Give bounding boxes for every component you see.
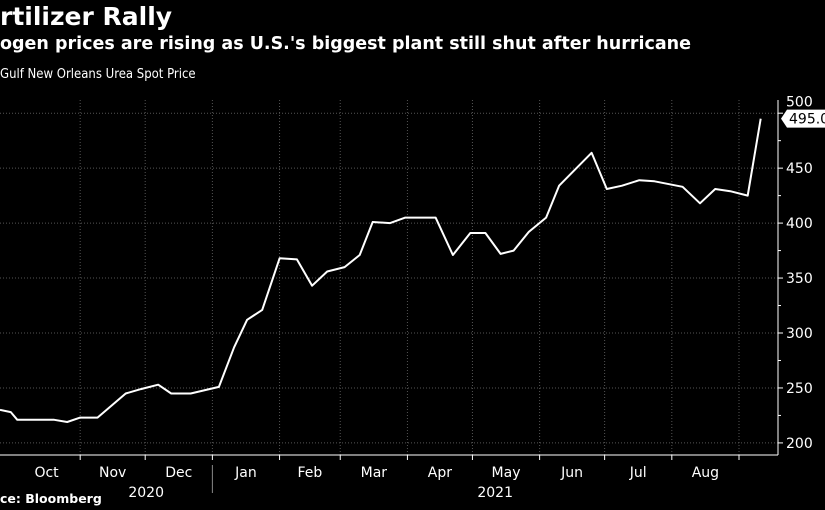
y-tick-label: 400 [786,216,813,232]
y-tick-label: 350 [786,271,813,287]
price-line [0,118,762,423]
y-tick-label: 300 [786,326,813,342]
y-tick-label: 200 [786,436,813,452]
x-tick-label: Feb [298,465,323,481]
last-value-label: 495.0 [789,112,825,128]
x-tick-label: Apr [428,465,452,481]
x-tick-label: May [492,465,521,481]
legend-entry: Gulf New Orleans Urea Spot Price [0,67,196,82]
source-note: ce: Bloomberg [0,491,102,506]
x-tick-label: Mar [361,465,388,481]
chart-title: rtilizer Rally [0,2,173,31]
last-value-badge [781,109,825,128]
x-tick-label: Dec [165,465,192,481]
chart-subtitle: ogen prices are rising as U.S.'s biggest… [0,34,691,54]
y-tick-label: 450 [786,161,813,177]
x-tick-label: Jan [234,465,257,481]
x-tick-label: Aug [692,465,719,481]
x-tick-label: Nov [99,465,126,481]
year-label: 2021 [477,485,513,501]
y-tick-label: 250 [786,381,813,397]
x-tick-label: Jun [560,465,583,481]
y-tick-label: 500 [786,95,813,111]
year-label: 2020 [128,485,164,501]
x-tick-label: Jul [629,465,647,481]
x-tick-label: Oct [34,465,59,481]
